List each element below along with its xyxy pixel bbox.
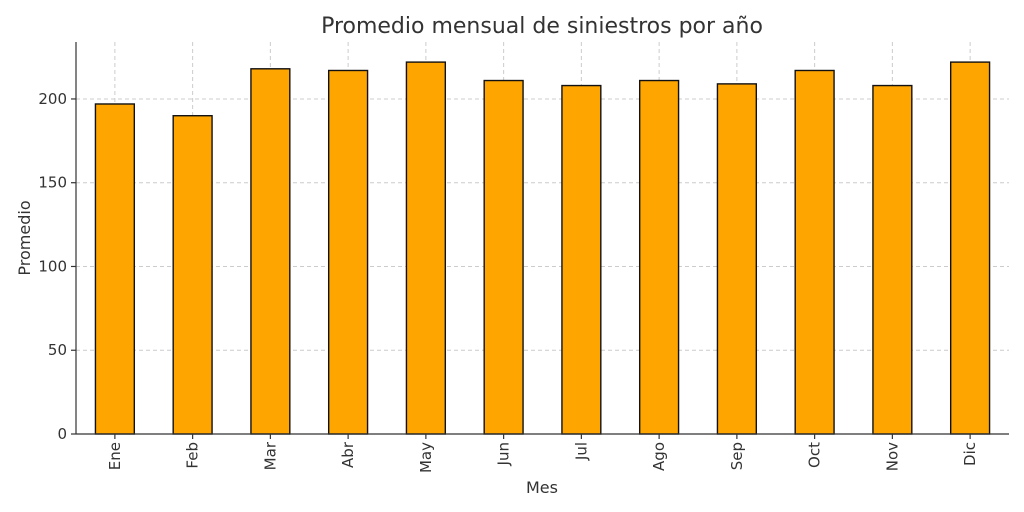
bar-may [405,61,447,435]
bar-oct [794,69,835,435]
x-tick-label-may: May [417,442,435,473]
bar-jun [483,79,524,435]
x-ticks: Ene Feb Mar Abr May Jun Jul Ago Sep Oct Nov Dic [106,434,979,473]
x-tick-label-ene: Ene [106,442,124,470]
x-axis-label: Mes [526,478,558,497]
x-tick-label-abr: Abr [339,441,357,468]
bar-feb [172,115,213,435]
bar-mar [250,68,291,435]
x-tick-label-dic: Dic [961,442,979,466]
y-tick-label-2: 100 [38,257,67,275]
bar-dic [949,61,991,435]
bar-abr [327,69,369,435]
bar-sep [716,83,758,435]
x-tick-label-mar: Mar [261,441,279,470]
x-tick-label-feb: Feb [184,442,202,469]
bar-jul [561,84,602,435]
y-tick-label-0: 0 [57,425,67,443]
y-axis-label: Promedio [15,200,34,275]
x-tick-label-nov: Nov [883,442,901,471]
axes-layer [75,42,1009,435]
y-tick-label-1: 50 [48,341,67,359]
x-tick-label-sep: Sep [728,442,746,470]
bar-ago [638,79,680,435]
grid-layer [76,42,1009,434]
x-tick-label-jul: Jul [572,442,590,461]
y-tick-label-4: 200 [38,90,67,108]
chart-title: Promedio mensual de siniestros por año [321,14,763,39]
bar-nov [872,84,913,435]
x-tick-label-oct: Oct [806,442,824,468]
bar-ene [94,103,136,435]
y-ticks: 0 50 100 150 200 [38,90,76,443]
bars-layer [94,61,991,435]
x-tick-label-jun: Jun [495,442,513,466]
x-tick-label-ago: Ago [650,442,668,471]
y-tick-label-3: 150 [38,174,67,192]
